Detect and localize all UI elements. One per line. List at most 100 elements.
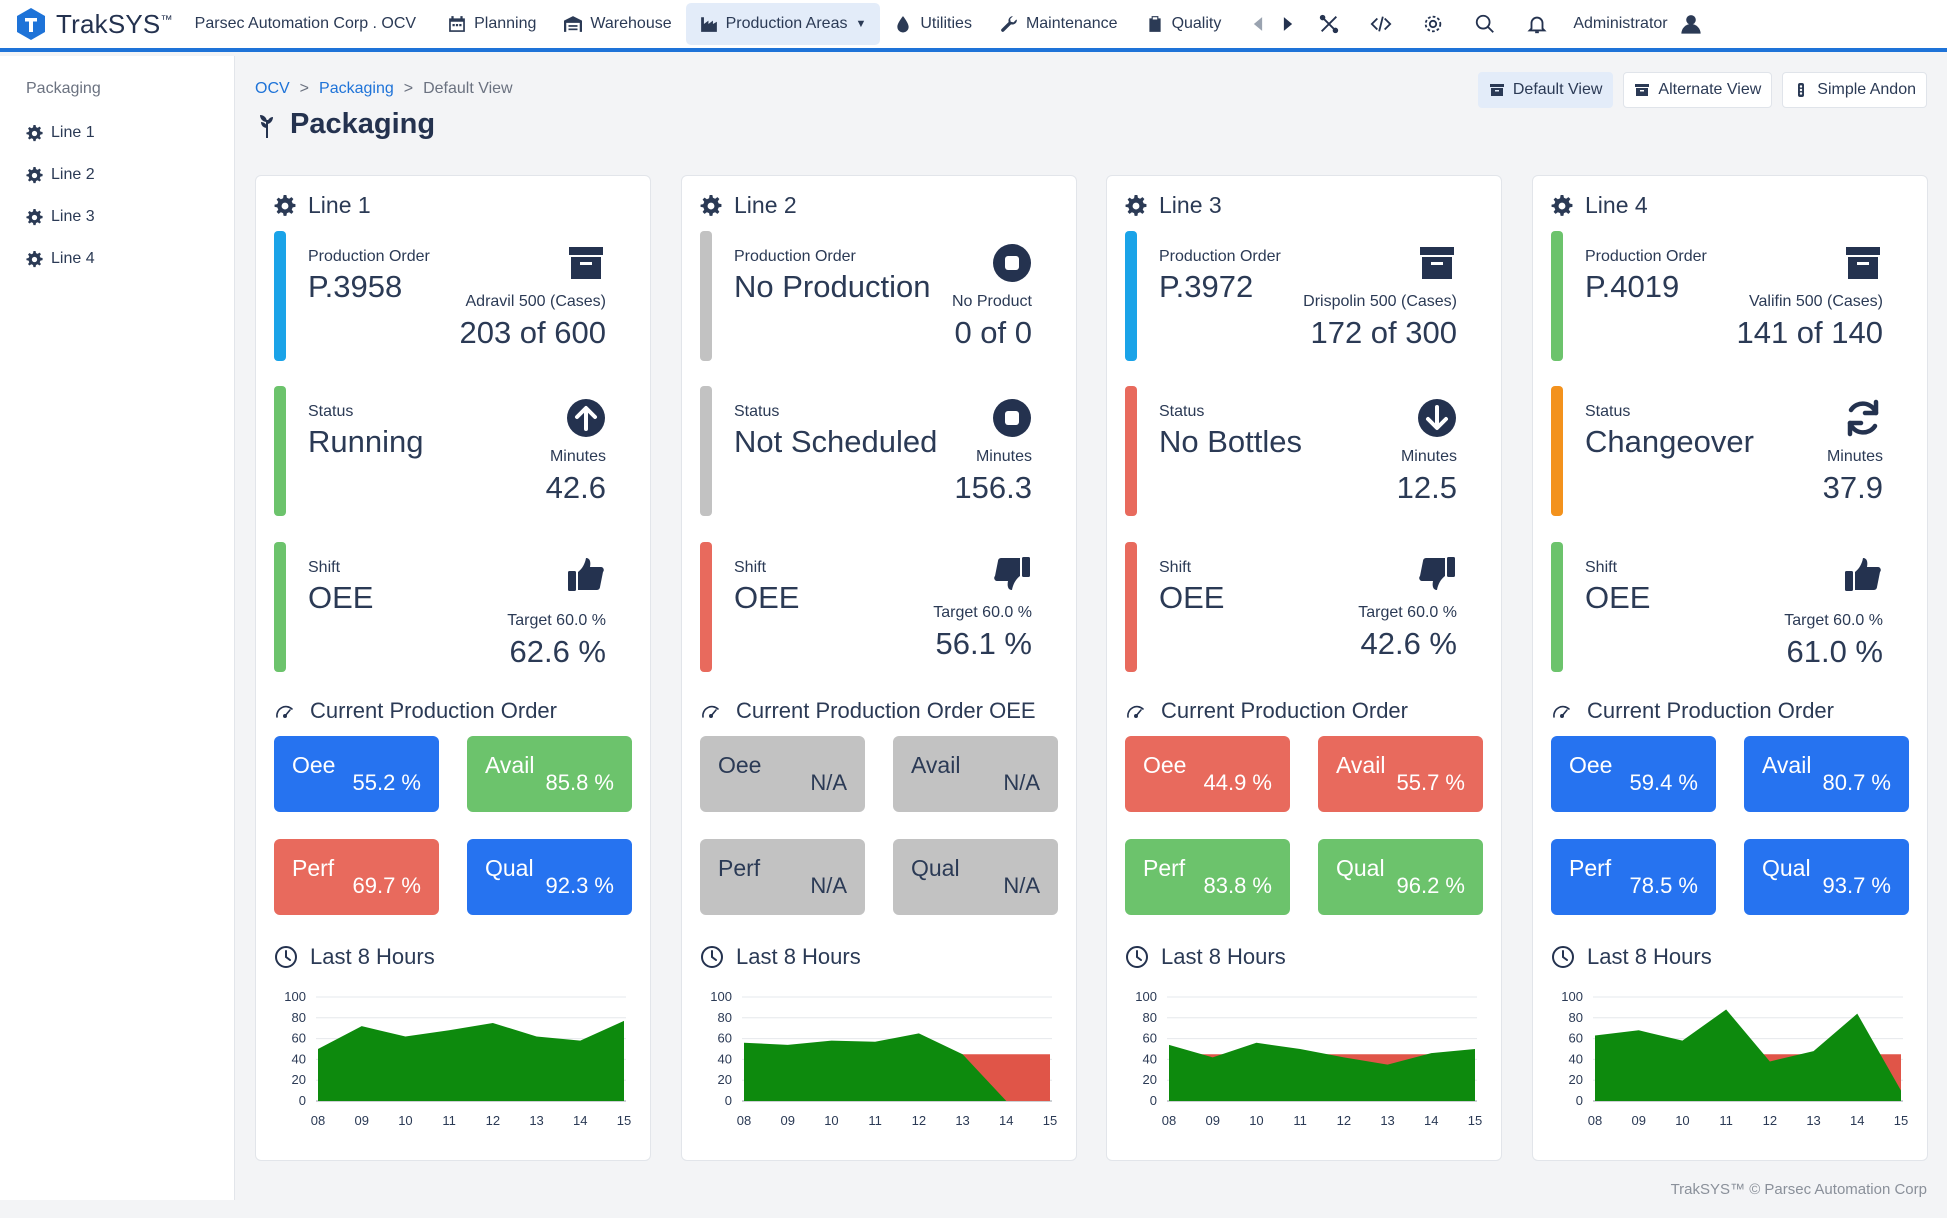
shift-oee-kpi[interactable]: Shift OEE Target 60.0 % 56.1 % (700, 542, 1060, 672)
thumbs-down-icon (992, 554, 1032, 594)
nav-label: Quality (1171, 15, 1222, 32)
card-title[interactable]: Line 1 (274, 192, 371, 219)
avail-tile[interactable]: Avail 55.7 % (1318, 736, 1483, 812)
x-tick-label: 08 (1588, 1113, 1602, 1128)
tile-label: Avail (1336, 752, 1386, 778)
status-kpi[interactable]: Status No Bottles Minutes 12.5 (1125, 386, 1485, 516)
x-tick-label: 13 (1380, 1113, 1394, 1128)
production-order-kpi[interactable]: Production Order P.4019 Valifin 500 (Cas… (1551, 231, 1911, 361)
tools-button[interactable] (1303, 3, 1355, 45)
alternate-view-button[interactable]: Alternate View (1623, 72, 1773, 108)
sidebar: Packaging Line 1 Line 2 Line 3 Line 4 (0, 56, 235, 1200)
production-order-kpi[interactable]: Production Order P.3972 Drispolin 500 (C… (1125, 231, 1485, 361)
org-label[interactable]: Parsec Automation Corp . OCV (194, 15, 417, 32)
shift-oee-kpi[interactable]: Shift OEE Target 60.0 % 62.6 % (274, 542, 634, 672)
production-order-kpi[interactable]: Production Order P.3958 Adravil 500 (Cas… (274, 231, 634, 361)
x-tick-label: 15 (617, 1113, 631, 1128)
status-bar (1551, 386, 1563, 516)
archive-icon (1635, 84, 1650, 96)
sidebar-item-line-1[interactable]: Line 1 (0, 112, 234, 154)
search-button[interactable] (1459, 3, 1511, 45)
oee-tile[interactable]: Oee 44.9 % (1125, 736, 1290, 812)
line-card: Line 1 Production Order P.3958 Adravil 5… (255, 175, 651, 1161)
sidebar-item-label: Line 3 (51, 208, 95, 225)
qual-tile[interactable]: Qual 93.7 % (1744, 839, 1909, 915)
card-title[interactable]: Line 3 (1125, 192, 1222, 219)
y-tick-label: 20 (718, 1072, 732, 1087)
notifications-button[interactable] (1511, 3, 1563, 45)
kpi-label: Shift (734, 559, 767, 576)
x-tick-label: 10 (824, 1113, 838, 1128)
oee-area (318, 1020, 624, 1101)
tile-value: 44.9 % (1203, 770, 1273, 795)
y-tick-label: 20 (1569, 1072, 1583, 1087)
caret-down-icon: ▼ (855, 18, 867, 30)
settings-button[interactable] (1407, 3, 1459, 45)
avail-tile[interactable]: Avail 85.8 % (467, 736, 632, 812)
brand[interactable]: TrakSYS™ (14, 7, 173, 41)
x-tick-label: 11 (1293, 1113, 1307, 1128)
nav-maintenance[interactable]: Maintenance (986, 3, 1132, 45)
shift-oee-kpi[interactable]: Shift OEE Target 60.0 % 61.0 % (1551, 542, 1911, 672)
simple-andon-button[interactable]: Simple Andon (1782, 72, 1927, 108)
stop-circle-icon (992, 243, 1032, 283)
nav-quality[interactable]: Quality (1132, 3, 1236, 45)
status-bar (700, 386, 712, 516)
nav-planning[interactable]: Planning (434, 3, 550, 45)
perf-tile[interactable]: Perf 78.5 % (1551, 839, 1716, 915)
kpi-sublabel: Target 60.0 % (933, 604, 1032, 621)
perf-tile[interactable]: Perf 69.7 % (274, 839, 439, 915)
x-tick-label: 08 (737, 1113, 751, 1128)
card-title[interactable]: Line 2 (700, 192, 797, 219)
qual-tile[interactable]: Qual N/A (893, 839, 1058, 915)
factory-icon (700, 17, 717, 32)
oee-tile[interactable]: Oee 55.2 % (274, 736, 439, 812)
nav-warehouse[interactable]: Warehouse (550, 3, 685, 45)
droplet-icon (897, 16, 909, 33)
archive-icon (1417, 243, 1457, 283)
gear-icon (1425, 15, 1442, 33)
card-title[interactable]: Line 4 (1551, 192, 1648, 219)
avail-tile[interactable]: Avail 80.7 % (1744, 736, 1909, 812)
breadcrumb-separator: > (299, 80, 310, 97)
oee-tile[interactable]: Oee N/A (700, 736, 865, 812)
scroll-left-button[interactable] (1243, 3, 1273, 45)
sidebar-item-line-3[interactable]: Line 3 (0, 196, 234, 238)
x-tick-label: 13 (955, 1113, 969, 1128)
perf-tile[interactable]: Perf N/A (700, 839, 865, 915)
qual-tile[interactable]: Qual 96.2 % (1318, 839, 1483, 915)
scroll-right-button[interactable] (1273, 3, 1303, 45)
sidebar-item-line-2[interactable]: Line 2 (0, 154, 234, 196)
nav-production-areas[interactable]: Production Areas ▼ (685, 3, 881, 45)
sidebar-item-line-4[interactable]: Line 4 (0, 238, 234, 280)
tile-label: Perf (1569, 855, 1612, 881)
perf-tile[interactable]: Perf 83.8 % (1125, 839, 1290, 915)
user-menu[interactable]: Administrator (1573, 13, 1701, 35)
avail-tile[interactable]: Avail N/A (893, 736, 1058, 812)
arrow-down-circle-icon (1417, 398, 1457, 438)
search-icon (1476, 14, 1495, 33)
breadcrumb-root-link[interactable]: OCV (255, 80, 290, 97)
breadcrumb-area-link[interactable]: Packaging (319, 80, 394, 97)
x-tick-label: 15 (1894, 1113, 1908, 1128)
kpi-big-value: 56.1 % (935, 626, 1032, 661)
nav-tools (1243, 3, 1563, 45)
status-kpi[interactable]: Status Not Scheduled Minutes 156.3 (700, 386, 1060, 516)
x-tick-label: 09 (1205, 1113, 1219, 1128)
qual-tile[interactable]: Qual 92.3 % (467, 839, 632, 915)
kpi-label: Production Order (1585, 248, 1707, 265)
clock-icon (701, 946, 723, 968)
tile-label: Perf (292, 855, 335, 881)
status-bar (1125, 386, 1137, 516)
last-8-hours-chart: 0 20 40 60 80 100 08 09 10 11 12 13 14 15 (1561, 991, 1908, 1128)
production-order-kpi[interactable]: Production Order No Production No Produc… (700, 231, 1060, 361)
shift-oee-kpi[interactable]: Shift OEE Target 60.0 % 42.6 % (1125, 542, 1485, 672)
code-button[interactable] (1355, 3, 1407, 45)
status-kpi[interactable]: Status Running Minutes 42.6 (274, 386, 634, 516)
oee-tile[interactable]: Oee 59.4 % (1551, 736, 1716, 812)
nav-utilities[interactable]: Utilities (880, 3, 986, 45)
y-tick-label: 80 (1569, 1010, 1583, 1025)
status-kpi[interactable]: Status Changeover Minutes 37.9 (1551, 386, 1911, 516)
default-view-button[interactable]: Default View (1477, 72, 1614, 108)
nav-label: Production Areas (725, 15, 848, 32)
